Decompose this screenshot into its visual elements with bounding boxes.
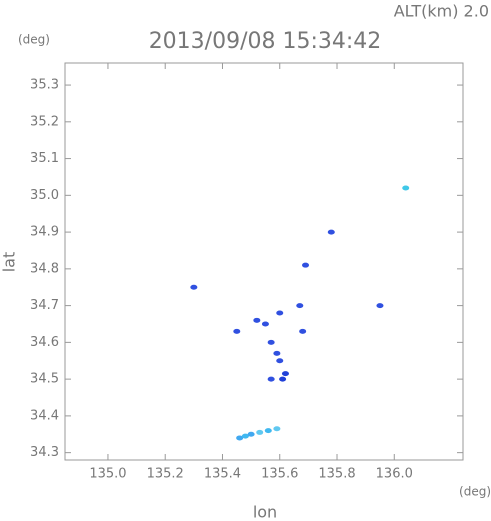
y-tick-label: 34.7 [30, 298, 59, 313]
x-tick-label: 135.2 [147, 467, 184, 482]
echo-point [253, 317, 261, 323]
echo-point [376, 303, 384, 309]
y-axis-label: lat [0, 252, 19, 273]
y-tick-label: 34.6 [30, 335, 59, 350]
y-tick-label: 35.1 [30, 151, 59, 166]
echo-point [276, 358, 284, 364]
x-tick-label: 136.0 [376, 467, 413, 482]
y-tick-label: 34.9 [30, 225, 59, 240]
y-tick-label: 35.3 [30, 78, 59, 93]
echo-point [267, 376, 275, 382]
y-tick-label: 34.5 [30, 372, 59, 387]
echo-point [276, 310, 284, 316]
echo-point [247, 431, 255, 437]
echo-point [264, 428, 272, 434]
x-tick-label: 135.6 [261, 467, 298, 482]
echo-point [296, 303, 304, 309]
echo-point [281, 371, 289, 377]
echo-point [327, 229, 335, 235]
y-tick-label: 34.4 [30, 408, 59, 423]
echo-point [261, 321, 269, 327]
chart-title: 2013/09/08 15:34:42 [149, 29, 382, 54]
echo-point [241, 433, 249, 439]
echo-point [190, 284, 198, 290]
echo-point [273, 350, 281, 356]
echo-point [279, 376, 287, 382]
echo-point [256, 429, 264, 435]
echo-point [273, 426, 281, 432]
echo-point [233, 328, 241, 334]
y-tick-label: 34.3 [30, 445, 59, 460]
altitude-label: ALT(km) 2.0 [394, 2, 489, 21]
x-tick-label: 135.4 [204, 467, 241, 482]
echo-point [302, 262, 310, 268]
y-tick-label: 35.2 [30, 114, 59, 129]
y-unit: (deg) [18, 33, 50, 47]
x-tick-label: 135.0 [89, 467, 126, 482]
plot-frame [64, 62, 464, 461]
echo-point [299, 328, 307, 334]
x-unit: (deg) [459, 485, 491, 499]
echo-point [402, 185, 410, 191]
y-tick-label: 35.0 [30, 188, 59, 203]
x-axis-label: lon [253, 503, 277, 521]
x-tick-label: 135.8 [318, 467, 355, 482]
echo-point [267, 339, 275, 345]
echo-point [236, 435, 244, 441]
y-tick-label: 34.8 [30, 261, 59, 276]
